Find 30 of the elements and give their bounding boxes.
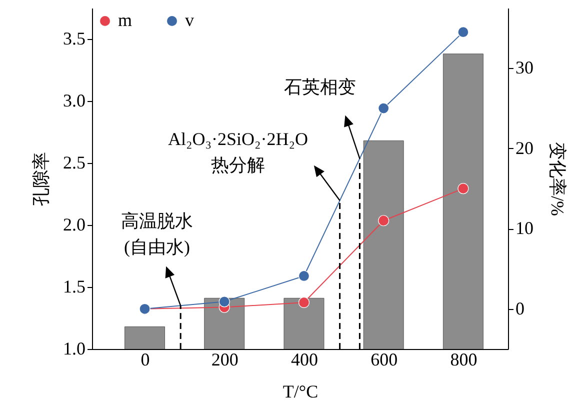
x-tick-label: 600	[370, 350, 398, 370]
point	[458, 26, 469, 38]
x-tick-label: 200	[211, 350, 238, 370]
y2-tick-label: 30	[516, 58, 534, 78]
annotation: 高温脱水 (自由水)	[121, 211, 193, 257]
y-axis-title: 孔隙率	[31, 152, 51, 206]
y2-tick-label: 10	[516, 218, 534, 238]
x-tick-label: 400	[290, 350, 318, 370]
x-axis-title: T/°C	[282, 382, 318, 402]
y-tick-label: 3.5	[63, 28, 86, 48]
y-tick-label: 2.5	[63, 152, 86, 172]
y-tick-label: 1.0	[63, 338, 86, 358]
point	[218, 296, 230, 308]
y2-tick-label: 0	[516, 298, 524, 318]
legend-label: m	[118, 10, 132, 30]
annotation: 石英相变	[284, 77, 356, 97]
point	[298, 296, 310, 308]
point	[458, 182, 469, 194]
legend-label: v	[185, 10, 194, 30]
y-tick-label: 2.0	[63, 214, 86, 234]
y2-axis-title: 变化率/%	[548, 142, 568, 216]
point	[378, 102, 390, 114]
annotation: Al₂O₃·2SiO₂·2H₂O 热分解	[168, 129, 308, 175]
x-tick-label: 0	[140, 350, 150, 370]
y2-tick-label: 20	[516, 138, 534, 158]
y-tick-label: 3.0	[63, 90, 86, 110]
point	[378, 215, 390, 226]
y-tick-label: 1.5	[63, 276, 86, 296]
point	[298, 270, 310, 282]
x-tick-label: 800	[450, 350, 478, 370]
